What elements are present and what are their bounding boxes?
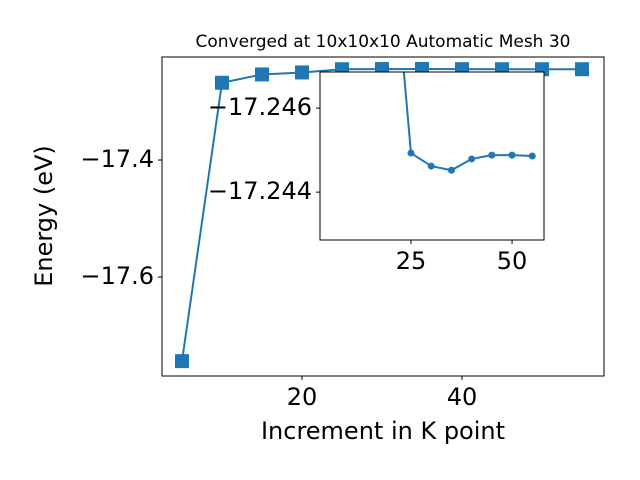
axes-frame [161, 56, 605, 377]
x-axis-label: Increment in K point [261, 417, 505, 445]
marker [295, 65, 309, 80]
marker [488, 151, 496, 159]
x-tick-label: 25 [396, 247, 427, 275]
y-tick-label: −17.4 [80, 145, 154, 173]
marker [528, 152, 536, 160]
y-tick-label: −17.244 [208, 177, 312, 205]
axes-frame [319, 71, 545, 241]
y-tick-label: −17.6 [80, 262, 154, 290]
inset-plot: 25 50 −17.246 −17.244 [208, 71, 545, 275]
marker [427, 162, 435, 170]
marker [175, 354, 189, 369]
x-tick-label: 20 [287, 383, 318, 411]
marker [447, 166, 455, 174]
series-group [402, 72, 536, 174]
marker [575, 62, 589, 77]
marker [508, 151, 516, 159]
y-tick-label: −17.246 [208, 93, 312, 121]
chart-title: Converged at 10x10x10 Automatic Mesh 30 [196, 32, 571, 52]
y-axis-label: Energy (eV) [30, 145, 58, 287]
marker [215, 75, 229, 90]
marker [407, 149, 415, 157]
x-tick-label: 50 [497, 247, 528, 275]
x-tick-label: 40 [447, 383, 478, 411]
marker [468, 155, 476, 163]
marker [255, 67, 269, 82]
